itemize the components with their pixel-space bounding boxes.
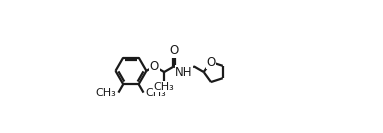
Text: CH₃: CH₃ <box>146 88 167 98</box>
Text: NH: NH <box>175 66 193 78</box>
Text: O: O <box>169 44 179 57</box>
Text: CH₃: CH₃ <box>154 82 175 92</box>
Text: O: O <box>150 60 159 73</box>
Text: O: O <box>206 55 216 68</box>
Text: CH₃: CH₃ <box>95 88 116 98</box>
